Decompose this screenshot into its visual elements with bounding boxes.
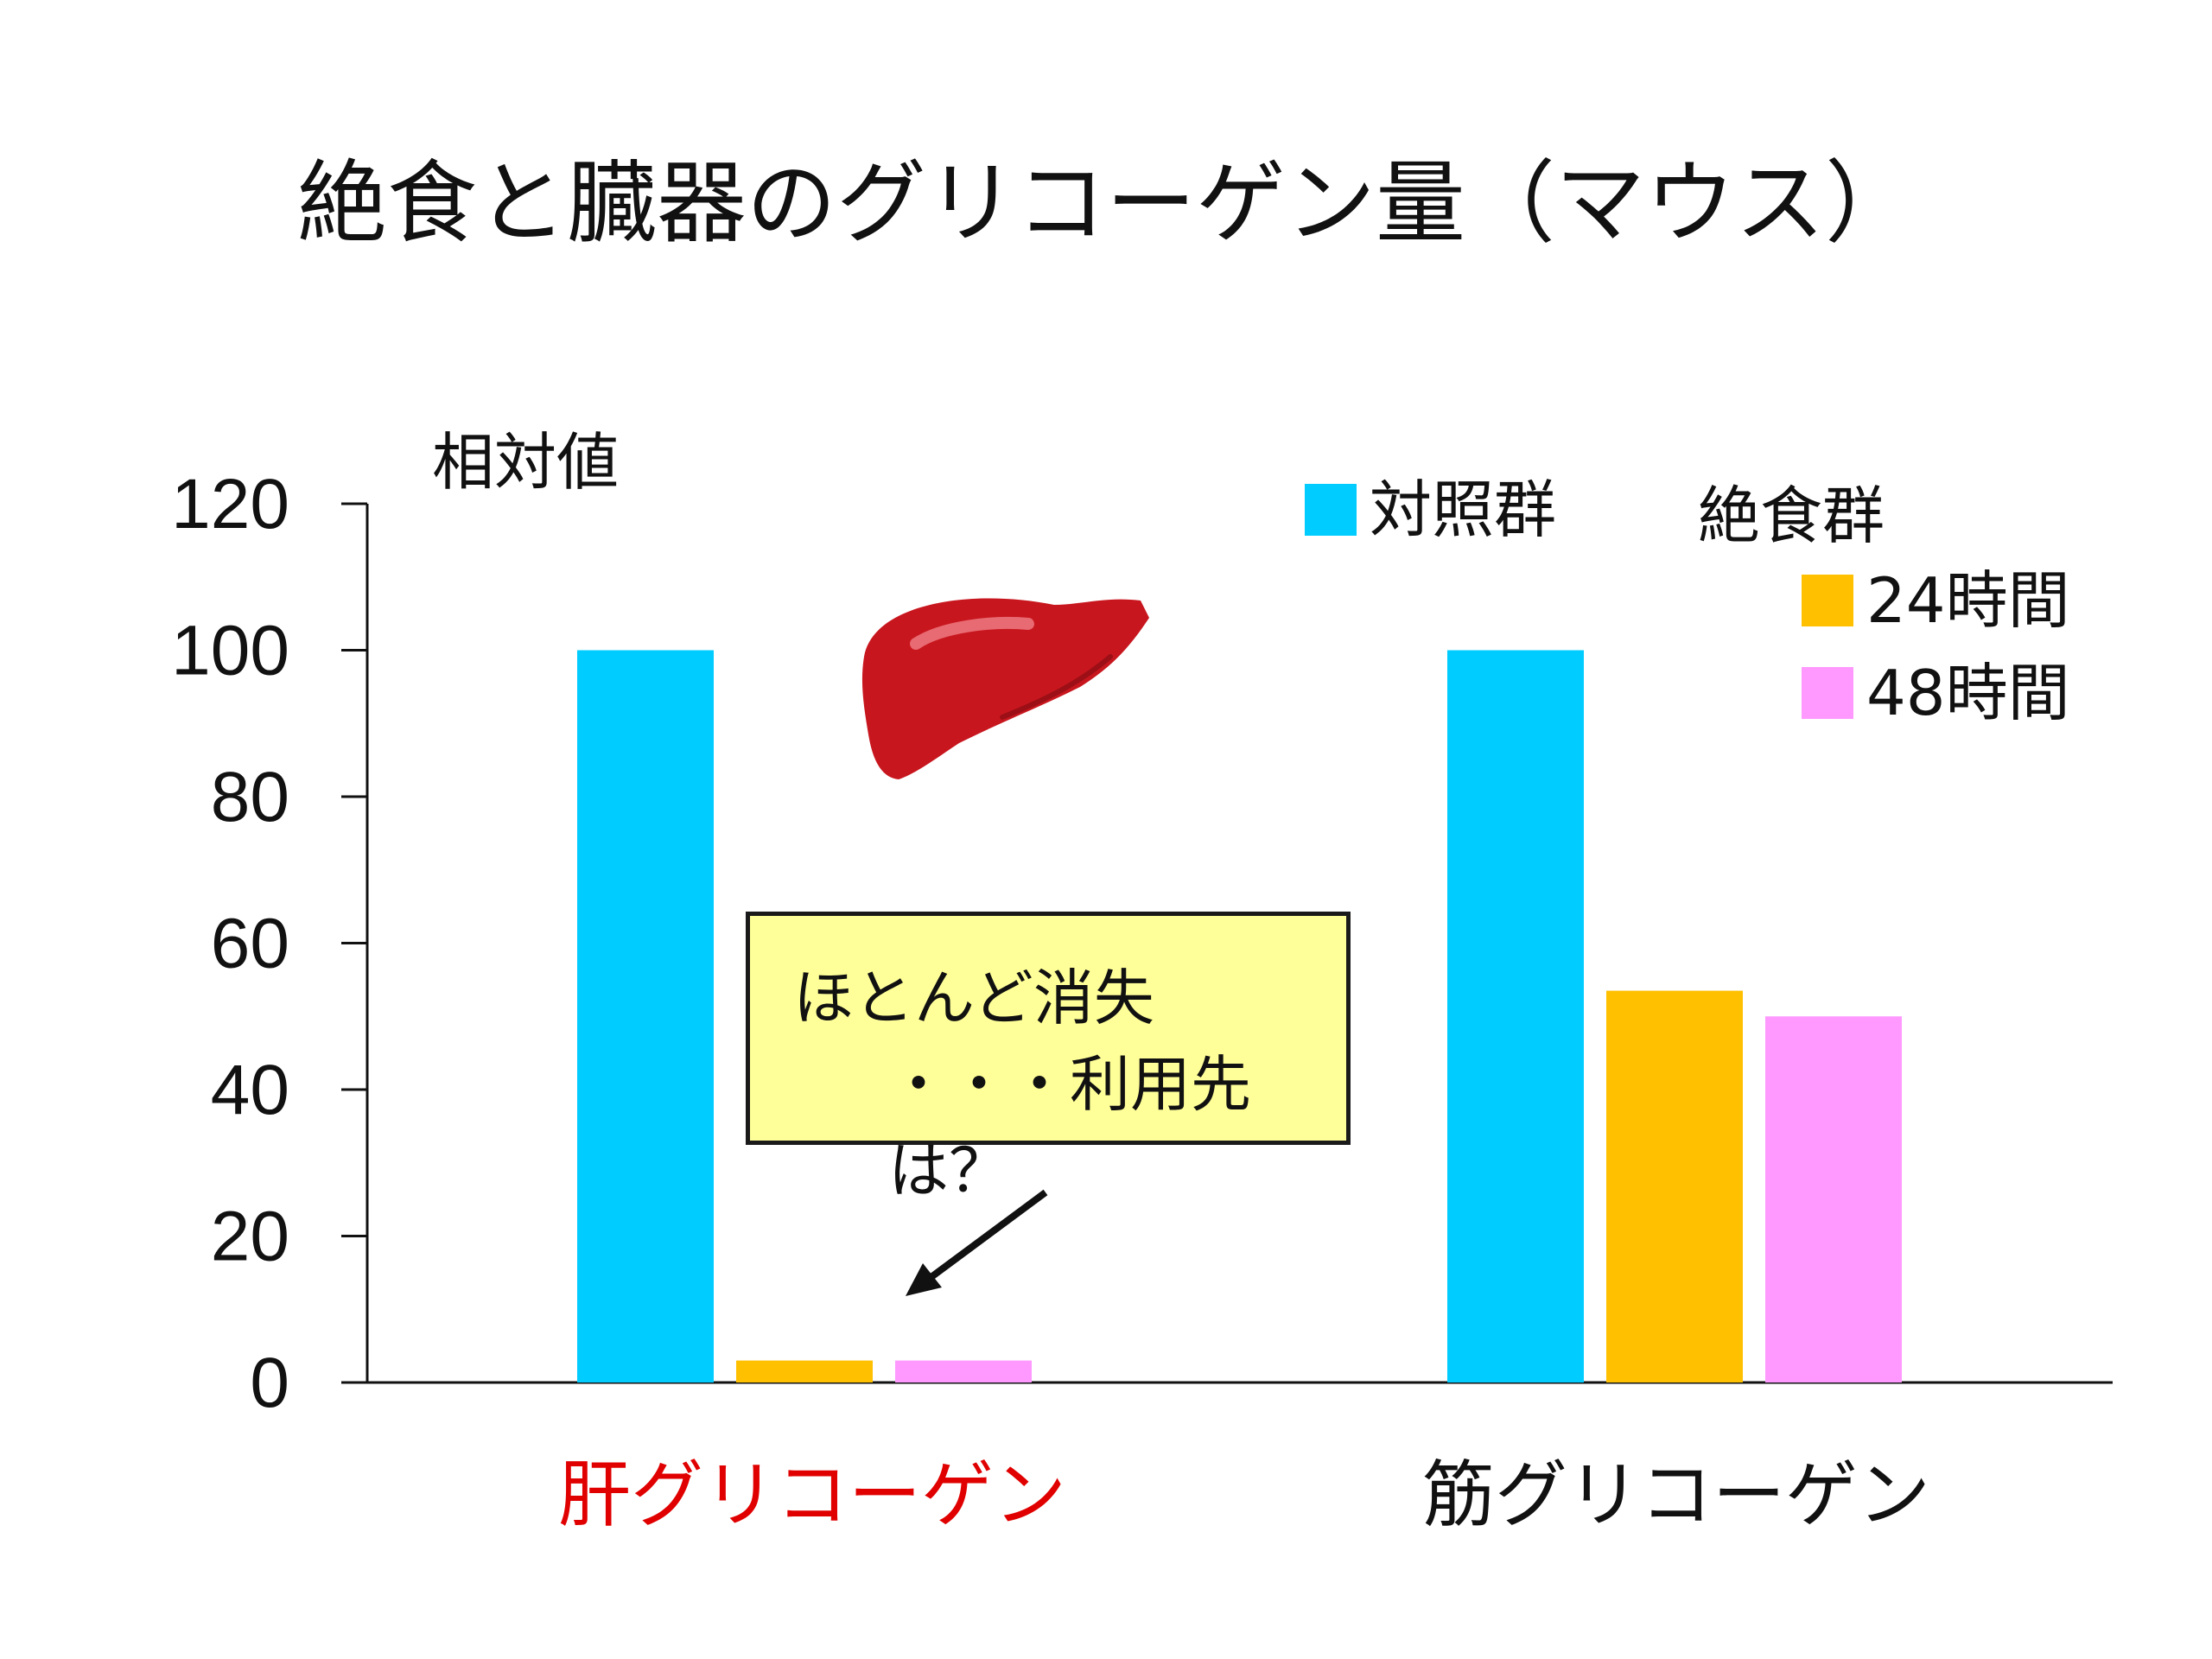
annotation-callout: ほとんど消失 ・・・利用先は？: [746, 912, 1351, 1206]
bar-liver-series-1: [736, 1360, 873, 1382]
y-tick-label: 20: [211, 1198, 289, 1276]
y-axis-label: 相対値: [432, 426, 620, 499]
legend-fasting-group-title: 絶食群: [1698, 480, 1885, 552]
callout-arrow: [906, 1189, 1048, 1296]
legend-swatch-control: [1305, 484, 1357, 536]
bar-muscle-series-0: [1447, 650, 1584, 1382]
category-label-muscle: 筋グリコーゲン: [1421, 1452, 1930, 1537]
y-tick-label: 60: [211, 905, 289, 983]
bar-muscle-series-1: [1606, 990, 1743, 1382]
y-tick-label: 80: [211, 758, 289, 836]
legend-swatch-24h: [1802, 575, 1853, 626]
category-label-liver: 肝グリコーゲン: [557, 1452, 1066, 1537]
legend-swatch-48h: [1802, 667, 1853, 719]
legend-label-24h: 24時間: [1866, 564, 2070, 637]
y-tick-label: 100: [171, 612, 289, 690]
callout-line1: ほとんど消失: [793, 963, 1154, 1033]
legend-label-48h: 48時間: [1866, 657, 2070, 729]
liver-icon: [861, 598, 1149, 779]
callout-line2: ・・・利用先は？: [888, 1049, 1251, 1206]
bar-liver-series-0: [577, 650, 714, 1382]
bar-liver-series-2: [895, 1360, 1032, 1382]
bar-muscle-series-2: [1765, 1016, 1902, 1382]
legend-label-control: 対照群: [1370, 474, 1557, 546]
y-tick-label: 40: [211, 1051, 289, 1129]
y-tick-label: 120: [171, 465, 289, 543]
chart-title: 絶食と臓器のグリコーゲン量（マウス）: [296, 150, 1915, 256]
y-tick-label: 0: [250, 1344, 289, 1422]
